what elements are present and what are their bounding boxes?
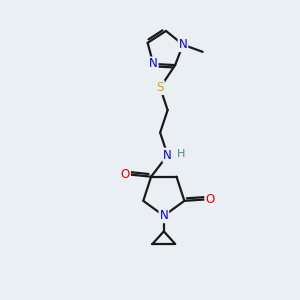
Text: H: H — [177, 149, 186, 160]
Text: O: O — [205, 193, 214, 206]
Text: S: S — [156, 81, 164, 94]
Text: N: N — [149, 58, 158, 70]
Text: N: N — [178, 38, 187, 51]
Text: N: N — [163, 148, 172, 162]
Text: O: O — [121, 168, 130, 181]
Text: N: N — [160, 209, 168, 222]
